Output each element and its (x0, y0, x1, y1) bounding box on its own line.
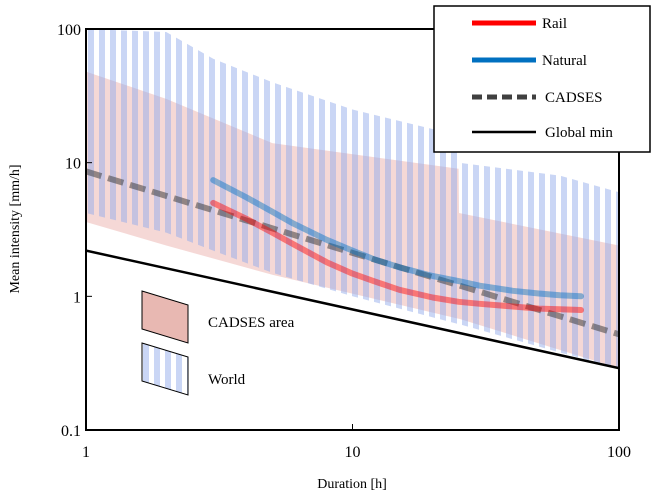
x-axis-ticks: 1 10 100 (82, 424, 631, 461)
y-tick-label: 100 (57, 22, 81, 39)
y-axis-ticks: 0.1 1 10 100 (57, 22, 92, 440)
legend: Rail Natural CADSES Global min (433, 5, 651, 153)
area-legend-cadses: CADSES area (141, 290, 295, 344)
area-legend-world: World (141, 342, 246, 396)
y-tick-label: 0.1 (61, 423, 81, 440)
legend-item-rail: Rail (472, 16, 567, 32)
legend-label-natural: Natural (542, 53, 587, 69)
world-label: World (208, 372, 246, 388)
world-swatch (141, 342, 189, 396)
series-lines (86, 168, 619, 370)
series-cadses (86, 168, 619, 338)
x-axis-label: Duration [h] (317, 477, 387, 492)
legend-item-global-min: Global min (472, 125, 613, 141)
series-global-min (86, 249, 619, 370)
x-tick-label: 10 (345, 444, 361, 461)
cadses-area-swatch (141, 290, 189, 344)
x-tick-label: 1 (82, 444, 90, 461)
legend-label-cadses: CADSES (545, 90, 603, 106)
legend-label-rail: Rail (542, 16, 567, 32)
x-tick-label: 100 (607, 444, 631, 461)
area-legend: CADSES area World (141, 290, 295, 396)
series-rail (210, 199, 584, 313)
y-axis-label: Mean intensity [mm/h] (8, 164, 23, 293)
legend-item-natural: Natural (472, 53, 587, 69)
y-tick-label: 1 (73, 289, 81, 306)
plot-area (85, 28, 620, 431)
legend-box (433, 5, 651, 153)
series-natural (210, 177, 584, 300)
band-world (86, 29, 619, 369)
legend-label-global-min: Global min (545, 125, 613, 141)
y-tick-label: 10 (65, 156, 81, 173)
legend-item-cadses: CADSES (472, 90, 603, 106)
cadses-area-label: CADSES area (208, 315, 295, 331)
